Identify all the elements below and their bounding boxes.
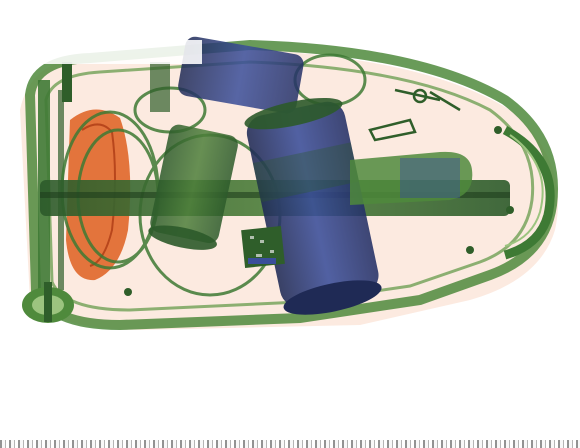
luggage-handle [502,126,555,260]
thermos-cylinder [148,124,238,250]
overlay-label [32,40,202,64]
bottle [350,151,473,205]
small-metal-items [368,88,461,142]
frame-screws [124,126,514,296]
metal-canister-upper [178,36,304,114]
scanner-edge-strip [0,440,580,448]
latch [62,62,72,102]
luggage-wheel [22,282,74,323]
